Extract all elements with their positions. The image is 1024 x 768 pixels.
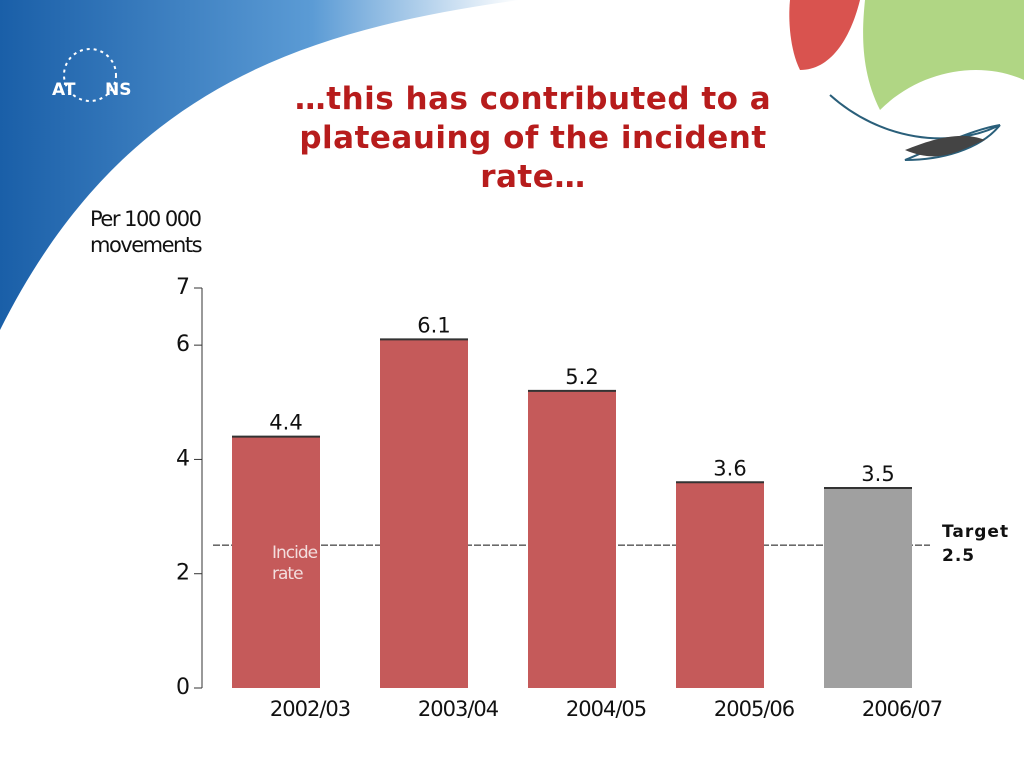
x-tick-label: 2002/03 bbox=[270, 697, 350, 721]
bar bbox=[380, 339, 468, 688]
x-tick-label: 2006/07 bbox=[862, 697, 942, 721]
chart-title: …this has contributed to a plateauing of… bbox=[294, 81, 772, 195]
annotation: rate bbox=[272, 564, 303, 584]
decoration bbox=[863, 0, 1024, 110]
x-tick-label: 2004/05 bbox=[566, 697, 646, 721]
bar bbox=[528, 390, 616, 688]
target-value: 2.5 bbox=[942, 546, 975, 566]
logo-text: NS bbox=[105, 80, 131, 100]
decoration bbox=[905, 135, 985, 157]
value-label: 6.1 bbox=[417, 313, 450, 337]
decoration bbox=[789, 0, 860, 70]
value-label: 3.6 bbox=[713, 456, 746, 480]
bar bbox=[232, 436, 320, 688]
y-tick-label: 4 bbox=[176, 446, 190, 471]
value-label: 4.4 bbox=[269, 411, 302, 435]
decoration bbox=[829, 94, 1001, 161]
x-tick-label: 2003/04 bbox=[418, 697, 499, 721]
bar bbox=[676, 482, 764, 688]
bar bbox=[824, 488, 912, 688]
value-label: 3.5 bbox=[861, 462, 894, 486]
y-tick-label: 6 bbox=[176, 332, 190, 357]
y-tick-label: 7 bbox=[176, 275, 190, 300]
logo-text: AT bbox=[52, 80, 76, 100]
x-tick-label: 2005/06 bbox=[714, 697, 795, 721]
y-axis-label: Per 100 000 movements bbox=[90, 207, 203, 257]
logo: AT NS bbox=[52, 48, 131, 102]
value-label: 5.2 bbox=[565, 365, 598, 389]
swoosh bbox=[0, 0, 520, 330]
y-tick-label: 2 bbox=[176, 561, 190, 586]
y-tick-label: 0 bbox=[176, 675, 190, 700]
annotation: Incide bbox=[272, 543, 318, 563]
target-label: Target bbox=[942, 522, 1009, 542]
